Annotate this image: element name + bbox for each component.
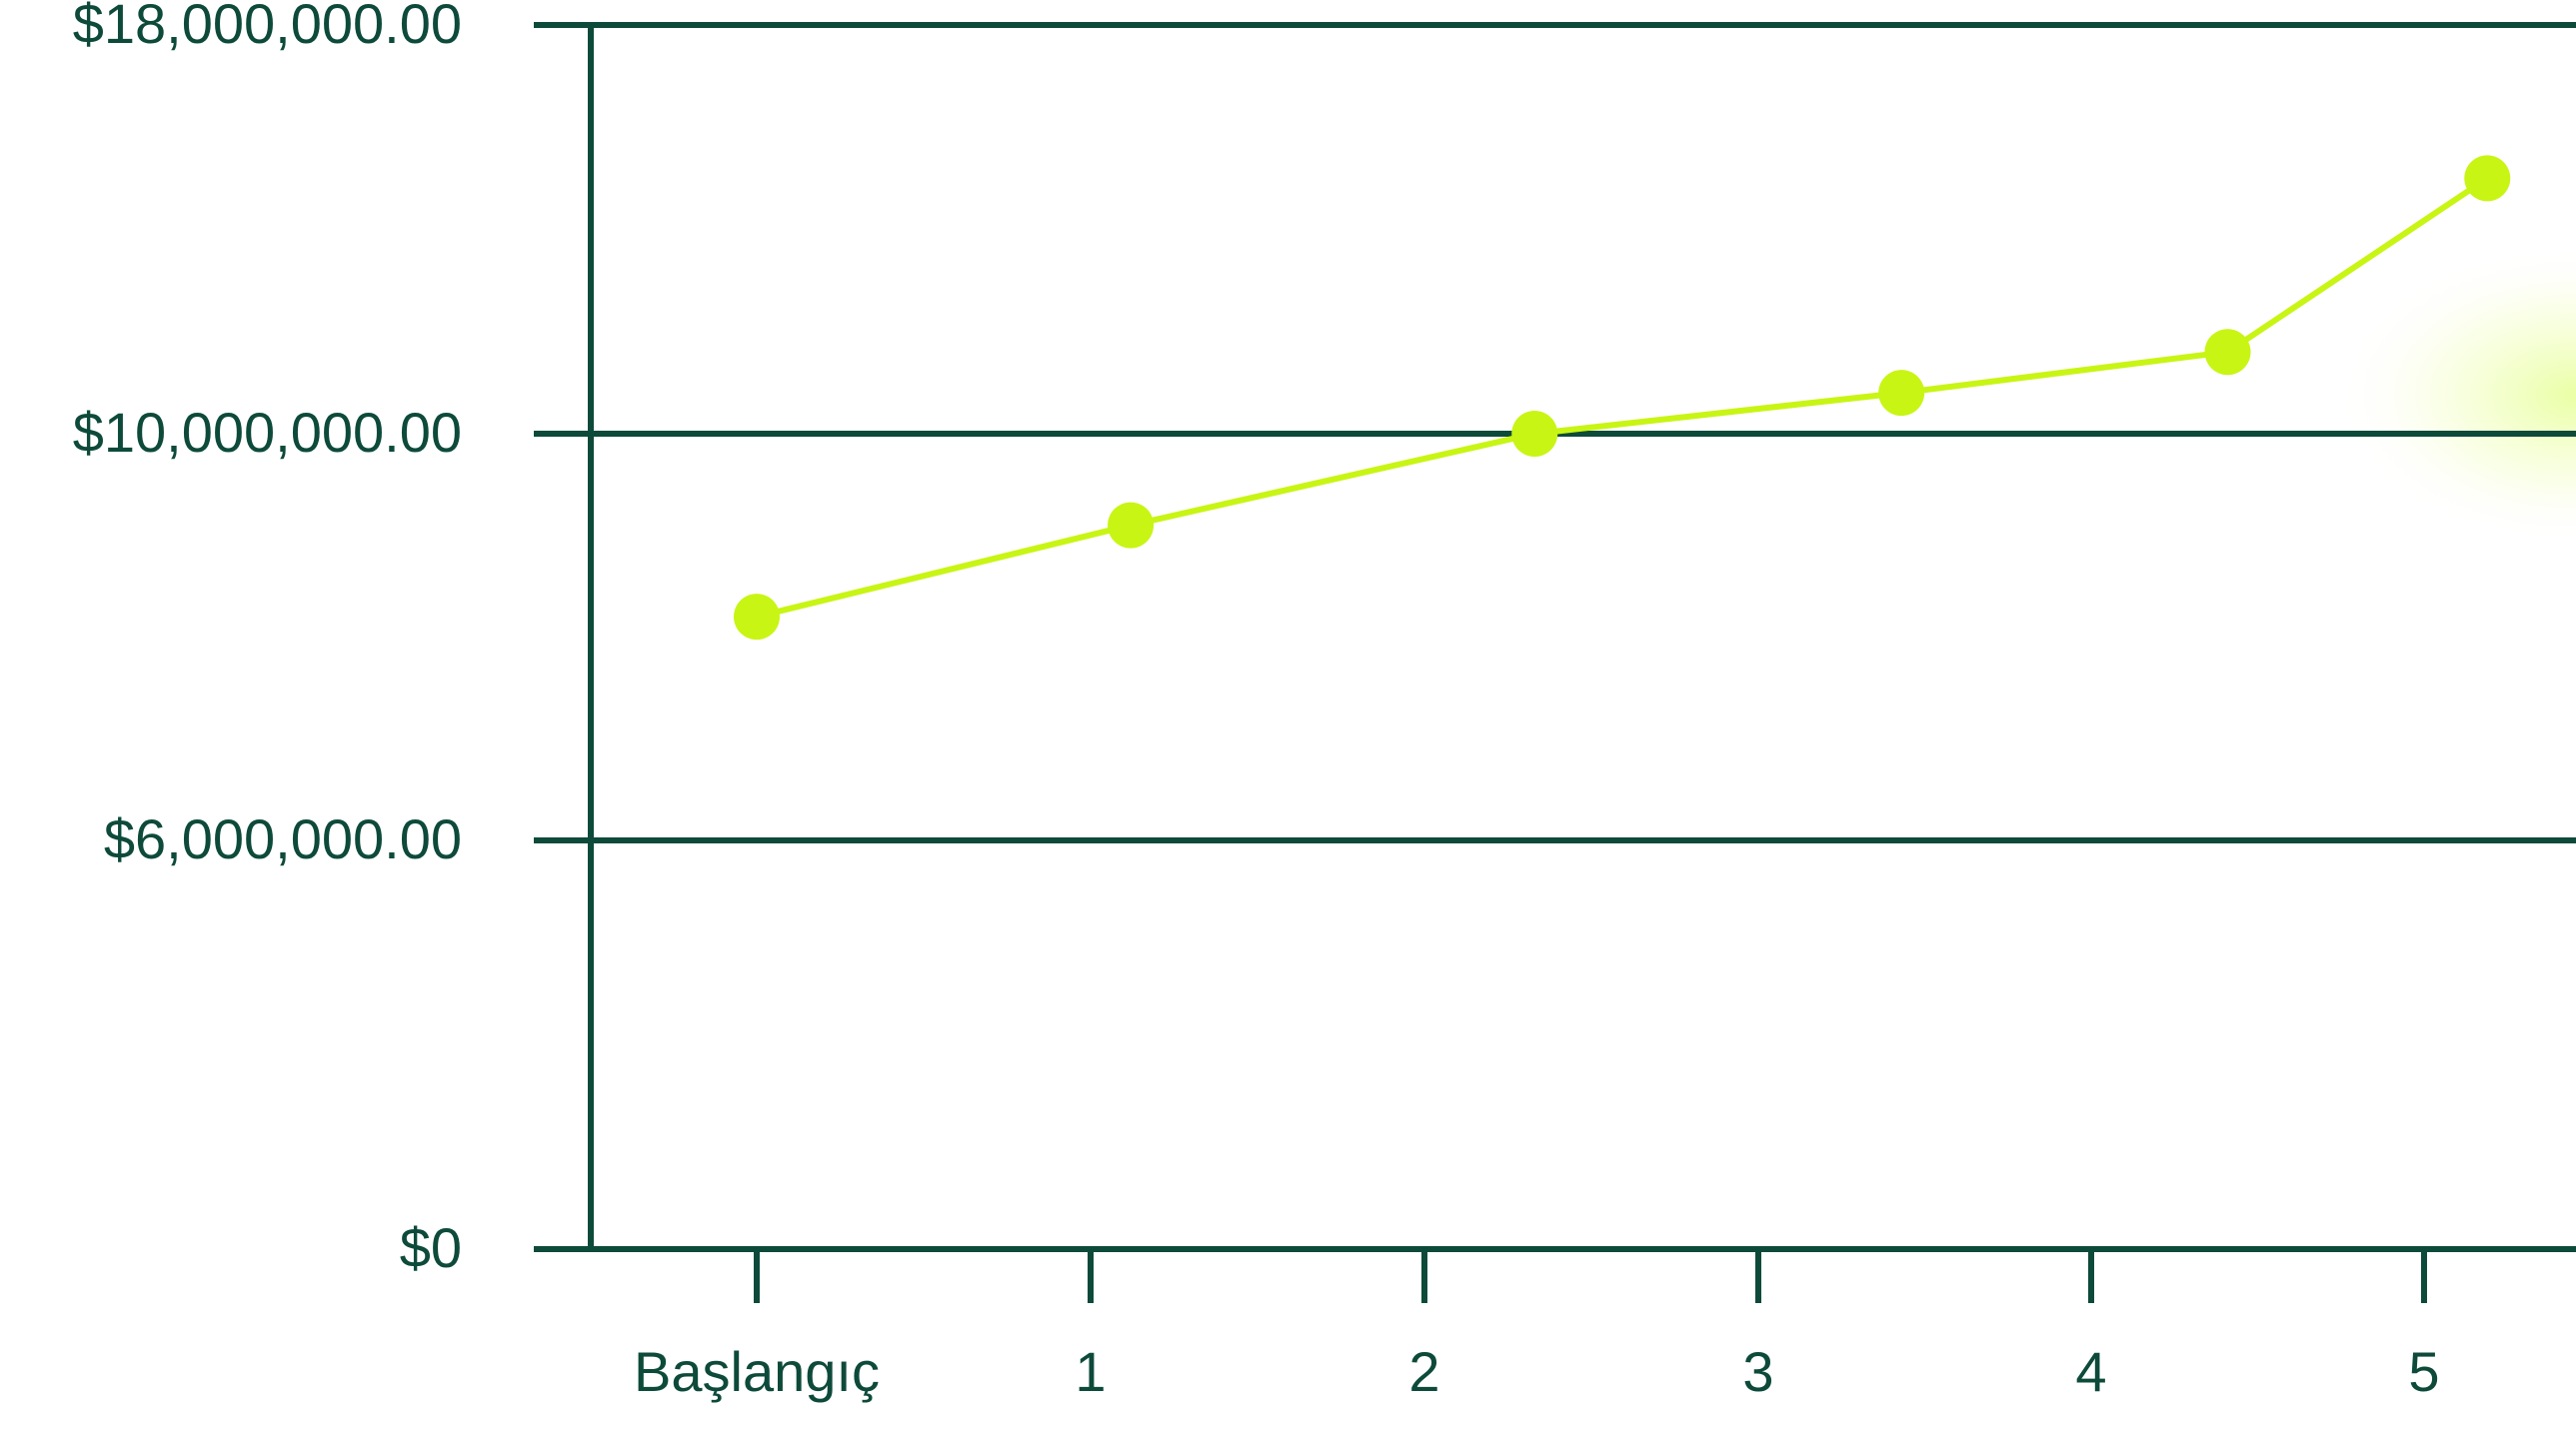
x-tick-label: 2 — [1408, 1340, 1439, 1403]
x-tick-label: 5 — [2408, 1340, 2439, 1403]
data-point[interactable] — [734, 594, 780, 641]
y-tick-label: $0 — [400, 1216, 462, 1279]
x-tick-label: 3 — [1742, 1340, 1773, 1403]
data-point[interactable] — [1878, 370, 1925, 417]
x-tick-label: Başlangıç — [634, 1340, 880, 1403]
x-tick-label: 1 — [1075, 1340, 1106, 1403]
glow-decoration — [2336, 245, 2576, 545]
y-tick-label: $10,000,000.00 — [73, 401, 462, 464]
y-tick-label: $18,000,000.00 — [73, 0, 462, 55]
x-tick-label: 4 — [2075, 1340, 2106, 1403]
data-point[interactable] — [1108, 502, 1155, 549]
data-point[interactable] — [2204, 329, 2251, 376]
y-tick-label: $6,000,000.00 — [104, 807, 462, 870]
data-point[interactable] — [1511, 411, 1558, 457]
data-point[interactable] — [2464, 155, 2511, 202]
series-line — [756, 175, 2489, 621]
